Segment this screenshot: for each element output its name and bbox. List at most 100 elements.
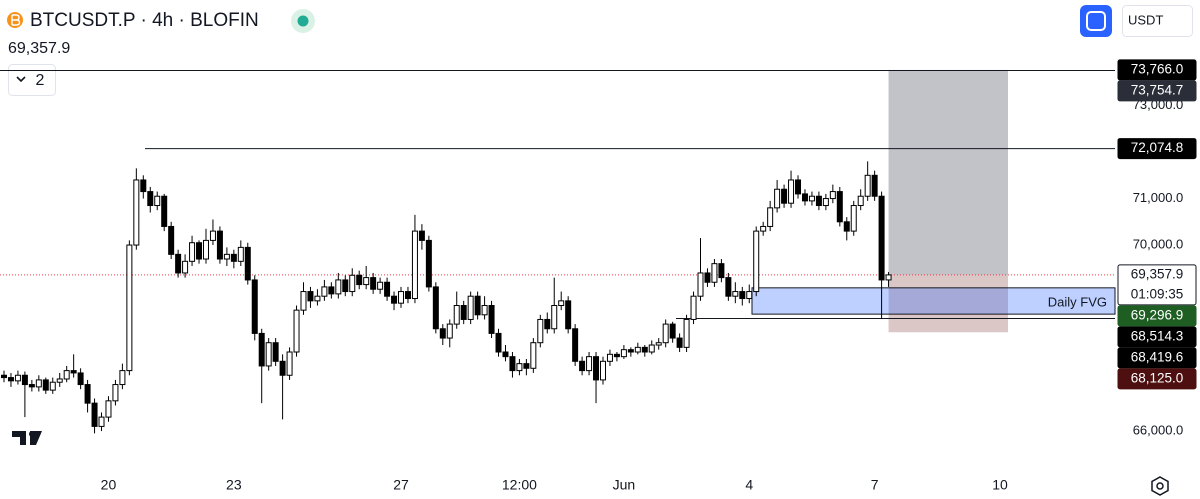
x-tick-label: 10 [992,477,1008,493]
candle-body [307,291,314,302]
settings-icon[interactable] [1151,476,1169,496]
candle-body [586,356,593,372]
header-price: 69,357.9 [8,40,70,57]
logo-dot [29,431,35,437]
candle-body [579,360,586,372]
candle-body [356,274,363,286]
candle-body [202,239,209,260]
candle-body [84,384,91,404]
currency-button[interactable] [1122,5,1193,37]
target-zone [888,69,1008,275]
candle-body [328,286,335,295]
candle-body [599,360,606,381]
candle-body [404,291,411,300]
logo [12,431,42,445]
candle-body [223,253,230,260]
x-tick-label: 4 [745,477,753,493]
candle-body [739,291,746,300]
candle-body [523,363,530,369]
candle-body [648,344,655,353]
price-label: 73,754.7 [1131,82,1184,97]
candle-body [704,272,711,283]
candle-body [711,263,718,283]
candle-body [641,346,648,353]
x-tick-label: 27 [393,477,409,493]
candle-body [237,246,244,262]
candle-body [70,370,77,374]
candle-body [265,342,272,367]
fullscreen-button[interactable] [1080,5,1112,37]
candle-body [606,353,613,362]
candle-body [230,253,237,262]
candle-body [774,188,781,209]
x-tick-label: 7 [871,477,879,493]
price-label-box [1117,347,1197,369]
candle-body [815,195,822,207]
candle-body [732,291,739,297]
candle-body [453,305,460,325]
stop-zone [888,274,1008,333]
candle-body [530,342,537,369]
candle-body [1,374,7,379]
candle-body [363,277,370,286]
symbol-title: BTCUSDT.P · 4h · BLOFIN [30,10,259,31]
candle-body [196,242,203,260]
candle-body [293,309,300,353]
candle-body [801,193,808,202]
x-tick-label: 23 [226,477,242,493]
price-label: 69,296.9 [1131,307,1184,322]
candle-body [377,281,384,290]
candle-body [14,374,21,382]
candle-body [669,323,676,339]
candle-body [544,318,551,330]
candle-body [593,356,600,381]
candle-body [335,279,342,295]
candle-body [279,360,286,376]
candle-body [795,179,802,195]
candle-body [175,253,182,274]
price-label: 68,125.0 [1131,370,1184,385]
price-label-box [1117,264,1197,306]
price-label-box [1117,305,1197,327]
candle-body [746,291,753,300]
candle-body [878,195,885,281]
candle-body [432,286,439,330]
candle-body [446,323,453,339]
indicators-toggle[interactable] [8,64,56,96]
settings-hole [1156,482,1164,490]
y-tick-label: 71,000.0 [1133,190,1184,205]
candle-body [126,244,133,372]
candle-body [481,305,488,316]
candle-body [244,246,251,281]
candle-body [119,370,126,386]
price-label: 73,766.0 [1131,61,1184,76]
candle-body [391,295,398,304]
candle-body [613,353,620,358]
coin-glyph [11,14,21,26]
y-tick-label: 66,000.0 [1133,422,1184,437]
price-label: 69,357.9 [1131,266,1184,281]
candle-body [154,195,161,207]
candle-body [216,230,223,260]
candle-body [425,239,432,288]
candle-body [627,349,634,353]
candle-body [161,195,168,227]
candle-body [321,286,328,297]
candle-body [509,356,516,372]
candle-body [286,351,293,376]
candle-body [725,277,732,297]
candle-body [843,221,850,232]
price-label-box [1117,326,1197,348]
candle-body [655,342,662,346]
candle-body [272,342,279,362]
candle-body [133,179,140,246]
candle-body [56,378,63,383]
candle-body [7,377,14,382]
price-label-box [1117,59,1197,81]
currency: USDT [1128,12,1163,27]
candle-body [683,318,690,348]
price-label-box [1117,80,1197,102]
candle-body [516,363,523,372]
